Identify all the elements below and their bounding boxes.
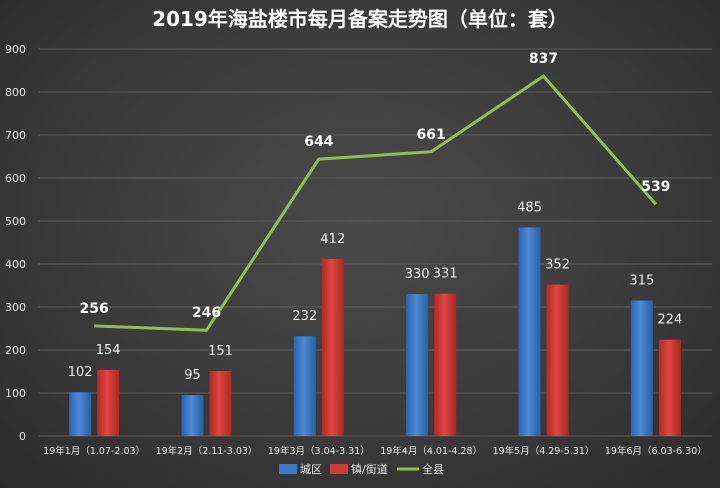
line-data-label: 539 bbox=[641, 179, 670, 195]
bar-data-label: 331 bbox=[433, 267, 458, 282]
bar-data-label: 485 bbox=[517, 200, 542, 215]
bar-city bbox=[293, 336, 316, 436]
line-layer bbox=[94, 74, 657, 332]
legend-label: 镇/街道 bbox=[351, 462, 388, 476]
chart-title: 2019年海盐楼市每月备案走势图（单位：套） bbox=[152, 7, 568, 31]
x-tick-label: 19年1月（1.07-2.03） bbox=[43, 445, 145, 457]
bar-town bbox=[546, 284, 569, 436]
bar-data-label: 330 bbox=[405, 267, 430, 282]
bar-data-label: 232 bbox=[292, 309, 317, 324]
bar-town bbox=[321, 258, 344, 436]
y-tick-label: 300 bbox=[5, 301, 26, 314]
line-data-label: 256 bbox=[80, 301, 109, 317]
bar-city bbox=[181, 395, 204, 436]
line-data-label: 837 bbox=[529, 51, 558, 67]
label-layer: 102 95 232 330 485 315 154 151 412 331 352 224 256 24… bbox=[68, 51, 682, 383]
legend-swatch bbox=[330, 464, 348, 474]
legend-swatch bbox=[279, 464, 297, 474]
x-tick-label: 19年2月（2.11-3.03） bbox=[156, 445, 258, 457]
bar-layer bbox=[69, 227, 681, 436]
bar-data-label: 224 bbox=[657, 313, 682, 328]
bar-city bbox=[630, 300, 653, 436]
y-tick-label: 800 bbox=[5, 86, 26, 99]
bar-data-label: 102 bbox=[68, 365, 93, 380]
legend-label: 城区 bbox=[300, 463, 322, 476]
bar-town bbox=[209, 371, 232, 436]
legend: 城区 镇/街道 全县 bbox=[279, 462, 444, 476]
line-data-label: 246 bbox=[192, 305, 221, 321]
bar-city bbox=[406, 294, 429, 436]
x-tick-label: 19年4月（4.01-4.28） bbox=[380, 445, 482, 457]
axis-layer: 0 100 200 300 400 500 600 700 800 900 19年1月（1.07-2… bbox=[5, 43, 707, 457]
bar-data-label: 95 bbox=[184, 368, 201, 383]
grid-layer bbox=[38, 48, 712, 437]
bar-city bbox=[518, 227, 541, 436]
bar-data-label: 154 bbox=[96, 343, 121, 358]
y-tick-label: 0 bbox=[19, 430, 26, 443]
bar-town bbox=[658, 339, 681, 436]
y-tick-label: 700 bbox=[5, 129, 26, 142]
bar-data-label: 315 bbox=[629, 274, 654, 289]
y-tick-label: 600 bbox=[5, 172, 26, 185]
y-tick-label: 900 bbox=[5, 43, 26, 56]
total-series-line bbox=[94, 74, 657, 332]
x-tick-label: 19年3月（3.04-3.31） bbox=[268, 445, 370, 457]
bar-data-label: 352 bbox=[545, 258, 570, 273]
bar-city bbox=[69, 392, 92, 436]
y-tick-label: 200 bbox=[5, 344, 26, 357]
legend-label: 全县 bbox=[422, 462, 444, 476]
x-tick-label: 19年5月（4.29-5.31） bbox=[493, 445, 595, 457]
x-tick-label: 19年6月（6.03-6.30） bbox=[605, 445, 707, 457]
line-data-label: 644 bbox=[304, 134, 333, 150]
bar-town bbox=[434, 293, 457, 436]
y-tick-label: 400 bbox=[5, 258, 26, 271]
y-tick-label: 500 bbox=[5, 215, 26, 228]
bar-town bbox=[97, 369, 120, 436]
bar-data-label: 151 bbox=[208, 344, 233, 359]
y-tick-label: 100 bbox=[5, 387, 26, 400]
line-data-label: 661 bbox=[417, 127, 446, 143]
bar-data-label: 412 bbox=[320, 232, 345, 247]
